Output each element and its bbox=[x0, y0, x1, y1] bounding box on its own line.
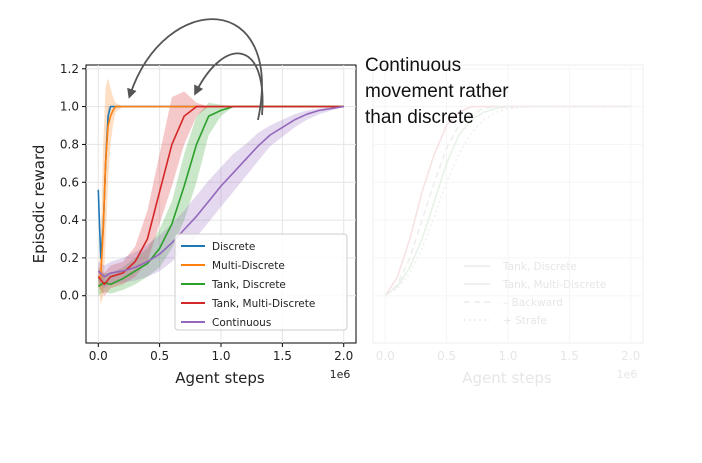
right-x-tick-label-1: 0.5 bbox=[437, 349, 456, 363]
faded-legend-label-tank-discrete: Tank, Discrete bbox=[502, 261, 577, 273]
faded-series-line-tank-multi-discrete bbox=[384, 105, 631, 297]
annotation: Continuous movement rather than discrete bbox=[127, 18, 509, 128]
left-chart: 0.0 0.2 0.4 0.6 0.8 1.0 1.2 0.0 0.5 1.0 1.5 2.0 Ag… bbox=[30, 62, 357, 387]
left-x-tick-label-1: 0.5 bbox=[150, 349, 169, 363]
series-line-continuous bbox=[97, 105, 344, 278]
annotation-line-1: Continuous bbox=[365, 55, 461, 76]
left-x-axis-title: Agent steps bbox=[175, 369, 265, 387]
right-x-tick-label-0: 0.0 bbox=[376, 349, 395, 363]
legend-label-tank-discrete: Tank, Discrete bbox=[211, 279, 286, 291]
right-x-axis-title: Agent steps bbox=[462, 369, 552, 387]
left-y-ticks: 0.0 0.2 0.4 0.6 0.8 1.0 1.2 bbox=[60, 62, 86, 303]
right-legend: Tank, Discrete Tank, Multi-Discrete – Back… bbox=[464, 261, 606, 327]
left-x-multiplier: 1e6 bbox=[330, 368, 351, 381]
faded-legend-label-backward: – Backward bbox=[503, 297, 563, 309]
right-x-tick-label-2: 1.0 bbox=[498, 349, 517, 363]
right-x-tick-label-3: 1.5 bbox=[560, 349, 579, 363]
series-line-tank-discrete bbox=[97, 105, 344, 287]
faded-legend-label-tank-multi-discrete: Tank, Multi-Discrete bbox=[502, 279, 606, 291]
band-tank-multi-discrete bbox=[98, 91, 344, 296]
left-x-tick-label-0: 0.0 bbox=[89, 349, 108, 363]
annotation-arrow-inner bbox=[194, 52, 264, 116]
right-x-tick-label-4: 2.0 bbox=[621, 349, 640, 363]
left-y-axis-title: Episodic reward bbox=[30, 145, 48, 264]
left-x-ticks: 0.0 0.5 1.0 1.5 2.0 bbox=[89, 343, 353, 363]
faded-series-line-backward bbox=[384, 105, 631, 297]
left-legend-box bbox=[174, 233, 348, 331]
legend-label-continuous: Continuous bbox=[212, 317, 271, 329]
band-continuous bbox=[98, 106, 344, 289]
left-y-tick-label-2: 0.4 bbox=[60, 213, 79, 227]
left-y-tick-label-6: 1.2 bbox=[60, 62, 79, 76]
annotation-line-3: than discrete bbox=[365, 107, 474, 128]
right-chart-faded: 0.0 0.5 1.0 1.5 2.0 Agent steps 1e6 Tank, Di… bbox=[372, 64, 644, 387]
legend-label-multi-discrete: Multi-Discrete bbox=[212, 260, 285, 272]
series-line-multi-discrete bbox=[98, 105, 344, 278]
left-y-tick-label-3: 0.6 bbox=[60, 175, 79, 189]
faded-legend-label-strafe: + Strafe bbox=[503, 315, 547, 327]
left-y-tick-label-1: 0.2 bbox=[60, 251, 79, 265]
left-x-tick-label-2: 1.0 bbox=[211, 349, 230, 363]
annotation-line-2: movement rather bbox=[365, 81, 509, 102]
left-x-tick-label-4: 2.0 bbox=[334, 349, 353, 363]
left-series-lines bbox=[97, 105, 344, 287]
right-series-lines bbox=[384, 105, 631, 297]
series-line-tank-multi-discrete bbox=[97, 105, 344, 286]
annotation-arrow-outer bbox=[127, 18, 263, 121]
right-x-multiplier: 1e6 bbox=[617, 368, 638, 381]
left-y-tick-label-0: 0.0 bbox=[60, 289, 79, 303]
left-y-tick-label-4: 0.8 bbox=[60, 137, 79, 151]
left-y-tick-label-5: 1.0 bbox=[60, 100, 79, 114]
legend-label-discrete: Discrete bbox=[212, 241, 255, 253]
legend-label-tank-multi-discrete: Tank, Multi-Discrete bbox=[211, 298, 315, 310]
right-x-ticks: 0.0 0.5 1.0 1.5 2.0 bbox=[376, 349, 641, 363]
left-legend: Discrete Multi-Discrete Tank, Discrete Tank… bbox=[174, 233, 348, 331]
left-x-tick-label-3: 1.5 bbox=[273, 349, 292, 363]
